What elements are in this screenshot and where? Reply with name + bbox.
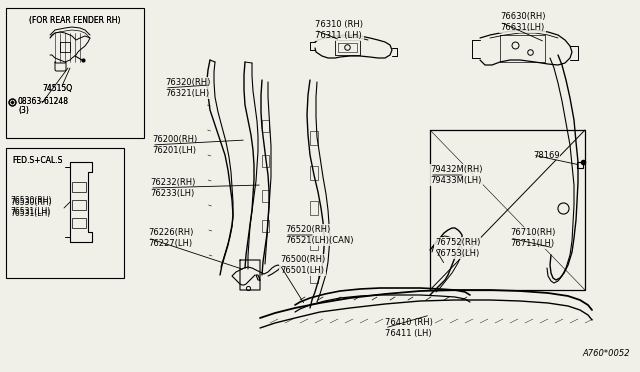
Bar: [310, 269, 318, 283]
Text: 76520(RH)
76521(LH)(CAN): 76520(RH) 76521(LH)(CAN): [285, 225, 353, 245]
Text: (FOR REAR FENDER RH): (FOR REAR FENDER RH): [29, 16, 121, 25]
Bar: [72, 182, 86, 192]
Text: 76530(RH)
76531(LH): 76530(RH) 76531(LH): [10, 196, 51, 216]
Text: 76710(RH)
76711(LH): 76710(RH) 76711(LH): [510, 228, 556, 248]
Text: 76232(RH)
76233(LH): 76232(RH) 76233(LH): [150, 178, 195, 198]
Text: 78169: 78169: [533, 151, 559, 160]
Bar: [262, 155, 269, 167]
Bar: [262, 120, 269, 132]
Bar: [262, 220, 269, 232]
Bar: [72, 200, 86, 210]
Text: 76410 (RH)
76411 (LH): 76410 (RH) 76411 (LH): [385, 318, 433, 338]
Text: (3): (3): [18, 106, 29, 115]
Bar: [6, 8, 144, 138]
Bar: [310, 166, 318, 180]
Text: (3): (3): [18, 106, 29, 115]
Text: FED.S+CAL.S: FED.S+CAL.S: [12, 156, 62, 165]
Text: 76310 (RH)
76311 (LH): 76310 (RH) 76311 (LH): [315, 20, 363, 40]
Bar: [310, 201, 318, 215]
Text: FED.S+CAL.S: FED.S+CAL.S: [12, 156, 62, 165]
Bar: [72, 218, 86, 228]
Bar: [6, 148, 124, 278]
Text: 76200(RH)
76201(LH): 76200(RH) 76201(LH): [152, 135, 197, 155]
Text: 76630(RH)
76631(LH): 76630(RH) 76631(LH): [500, 12, 545, 32]
Bar: [430, 130, 585, 290]
Text: 76320(RH)
76321(LH): 76320(RH) 76321(LH): [165, 78, 211, 98]
Text: 74515Q: 74515Q: [42, 83, 72, 93]
Bar: [262, 190, 269, 202]
Bar: [310, 236, 318, 250]
Text: A760*0052: A760*0052: [582, 349, 630, 358]
Text: 79432M(RH)
79433M(LH): 79432M(RH) 79433M(LH): [430, 165, 483, 185]
Text: 76530(RH)
76531(LH): 76530(RH) 76531(LH): [10, 198, 51, 218]
Bar: [310, 131, 318, 145]
Text: 76752(RH)
76753(LH): 76752(RH) 76753(LH): [435, 238, 481, 258]
Text: (FOR REAR FENDER RH): (FOR REAR FENDER RH): [29, 16, 121, 25]
Text: 76226(RH)
76227(LH): 76226(RH) 76227(LH): [148, 228, 193, 248]
Text: 08363-61248: 08363-61248: [18, 96, 69, 106]
Text: 08363-61248: 08363-61248: [18, 96, 69, 106]
Text: 74515Q: 74515Q: [42, 83, 72, 93]
Text: 76500(RH)
76501(LH): 76500(RH) 76501(LH): [280, 255, 325, 275]
